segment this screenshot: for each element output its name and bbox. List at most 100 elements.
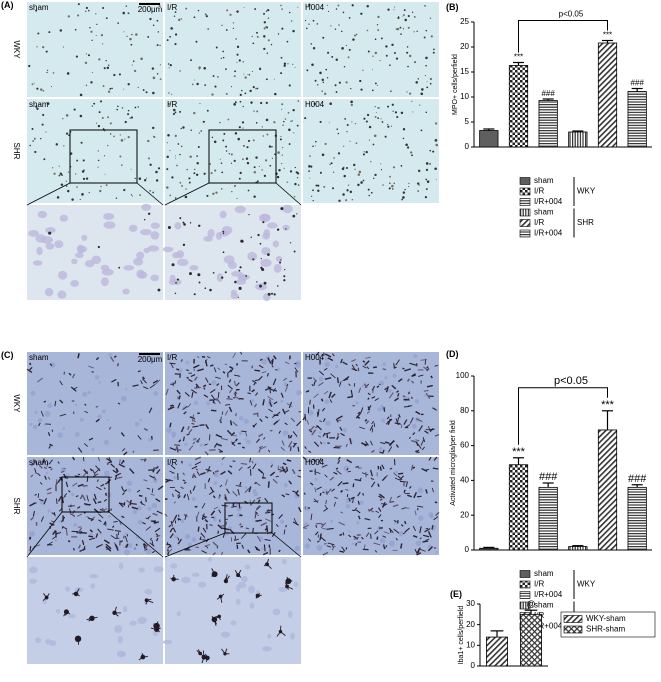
stained-cell (131, 194, 132, 195)
stained-cell (63, 145, 64, 146)
stained-cell (327, 5, 328, 6)
tissue-spot (416, 540, 422, 546)
stained-cell (183, 244, 185, 246)
tissue-spot (384, 376, 387, 379)
stained-cell (121, 139, 124, 142)
bar (486, 637, 507, 666)
stained-cell (226, 9, 228, 11)
micrograph (27, 352, 163, 455)
stained-fiber (278, 466, 279, 470)
stained-cell (342, 168, 345, 171)
stained-cell (216, 47, 218, 49)
tissue-spot (239, 431, 243, 435)
stained-fiber (336, 468, 338, 469)
stained-cell (233, 103, 236, 106)
stained-cell (392, 188, 393, 189)
bar (628, 487, 646, 550)
stained-cell (359, 171, 362, 174)
stained-cell (341, 31, 342, 32)
bar (539, 101, 557, 148)
cell-body (38, 211, 47, 218)
stained-cell (348, 184, 349, 185)
stained-cell (47, 70, 48, 71)
stained-cell (226, 150, 227, 151)
stained-cell (78, 3, 80, 5)
stained-cell (76, 186, 77, 187)
legend-label: SHR-sham (586, 625, 625, 634)
stained-cell (91, 40, 92, 41)
stained-fiber (83, 486, 88, 487)
stained-cell (409, 93, 411, 95)
stained-cell (253, 110, 254, 111)
stained-cell (411, 154, 413, 156)
micrograph-background (27, 2, 163, 97)
cell-body (245, 565, 251, 570)
cell-body (58, 271, 67, 280)
stained-cell (261, 258, 262, 259)
stained-cell (99, 111, 101, 113)
stained-cell (343, 175, 345, 177)
stained-cell (108, 91, 110, 93)
stained-cell (421, 129, 423, 131)
micrograph (303, 99, 439, 203)
bar (598, 43, 616, 147)
stained-cell (189, 272, 192, 275)
stained-cell (315, 80, 317, 82)
stained-cell (80, 115, 83, 118)
stained-cell (99, 190, 101, 192)
cell-body (148, 245, 159, 251)
stained-cell (237, 138, 240, 141)
stained-cell (234, 185, 236, 187)
stained-cell (327, 77, 328, 78)
stained-cell (375, 38, 377, 40)
stained-cell (188, 177, 190, 179)
stained-cell (406, 52, 408, 54)
stained-fiber (384, 407, 385, 411)
stained-cell (309, 155, 310, 156)
stained-cell (102, 117, 104, 119)
stained-cell (325, 69, 327, 71)
stained-cell (401, 165, 403, 167)
tissue-spot (343, 428, 347, 432)
stained-cell (295, 167, 296, 168)
stained-cell (284, 62, 286, 64)
tile-label: sham (29, 353, 49, 362)
stained-cell (352, 4, 354, 6)
stained-cell (126, 36, 127, 37)
stained-cell (196, 174, 198, 176)
stained-cell (343, 146, 344, 147)
tissue-spot (62, 427, 65, 430)
stained-cell (214, 86, 216, 88)
stained-cell (394, 52, 396, 54)
tissue-spot (325, 358, 328, 361)
stained-cell (152, 92, 155, 95)
stained-fiber (202, 357, 205, 358)
stained-cell (266, 26, 267, 27)
stained-cell (82, 170, 85, 173)
stained-cell (32, 83, 34, 85)
cell-body (123, 606, 128, 613)
cell-body (203, 236, 213, 242)
stained-cell (34, 151, 36, 153)
stained-cell (46, 51, 48, 53)
stained-fiber (433, 468, 439, 469)
stained-cell (387, 126, 389, 128)
tissue-spot (48, 509, 51, 512)
stained-fiber (218, 392, 219, 398)
stained-cell (236, 10, 238, 12)
stained-cell (59, 166, 60, 167)
micrograph (303, 2, 439, 97)
stained-fiber (226, 399, 232, 400)
significance-mark: ### (539, 471, 558, 483)
stained-cell (239, 178, 241, 180)
stained-cell (424, 36, 426, 38)
stained-cell (175, 111, 177, 113)
y-tick-label: 60 (460, 441, 469, 450)
cell-body (231, 620, 237, 625)
stained-fiber (252, 366, 253, 369)
tissue-spot (430, 515, 434, 519)
stained-cell (339, 82, 341, 84)
stained-cell (409, 55, 411, 57)
stained-cell (74, 109, 76, 111)
stained-cell (259, 67, 261, 69)
